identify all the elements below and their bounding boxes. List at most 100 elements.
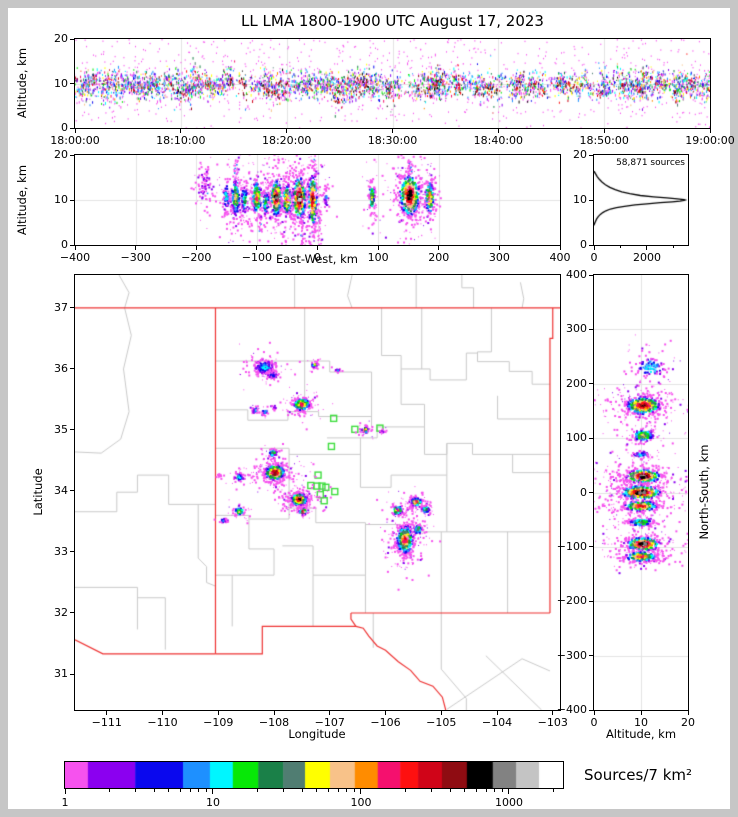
axis-tick: [440, 711, 442, 715]
tick-label: −103: [537, 716, 568, 729]
axis-tick: [70, 199, 74, 201]
tick-label: 400: [549, 251, 571, 264]
tick-label: 200: [428, 251, 450, 264]
axis-tick: [392, 129, 393, 133]
axis-tick: [70, 673, 74, 675]
axis-tick: [106, 711, 108, 715]
tick-label: 300: [566, 322, 587, 336]
tick-label: 20: [681, 716, 695, 729]
tick-label: 34: [54, 483, 68, 497]
axis-tick: [619, 246, 621, 248]
tick-label: 10: [205, 796, 220, 809]
axis-tick: [589, 709, 593, 711]
tick-label: 20: [54, 148, 68, 161]
axis-tick: [70, 307, 74, 309]
axis-tick: [70, 612, 74, 614]
axis-tick: [153, 789, 155, 792]
axis-tick: [553, 789, 555, 792]
axis-tick: [327, 789, 329, 792]
tick-label: −109: [203, 716, 234, 729]
axis-tick: [195, 246, 197, 250]
ns-panel-xlabel: Altitude, km: [605, 727, 677, 741]
tick-label: −200: [181, 251, 212, 264]
axis-tick: [70, 429, 74, 431]
tick-label: 0: [590, 716, 598, 729]
tick-label: 35: [54, 422, 68, 436]
tick-label: −106: [370, 716, 401, 729]
axis-tick: [589, 437, 593, 439]
axis-tick: [70, 490, 74, 492]
axis-tick: [497, 129, 499, 133]
tick-label: 31: [54, 667, 68, 680]
tick-label: −100: [241, 251, 272, 264]
tick-label: 1: [61, 796, 69, 809]
tick-label: −108: [258, 716, 290, 729]
axis-tick: [257, 789, 259, 792]
axis-tick: [508, 789, 510, 794]
tick-label: 33: [54, 544, 68, 558]
tick-label: 0: [590, 251, 598, 264]
axis-tick: [589, 383, 593, 385]
tick-label: 10: [573, 193, 587, 206]
axis-tick: [70, 127, 74, 129]
tick-label: 0: [314, 251, 321, 264]
tick-label: 2000: [632, 251, 661, 264]
axis-tick: [687, 711, 689, 715]
axis-tick: [475, 789, 477, 792]
tick-label: 20: [54, 32, 68, 45]
plan-view-map-canvas: [74, 274, 561, 711]
axis-tick: [135, 246, 137, 250]
axis-tick: [286, 129, 288, 133]
colorbar-label: Sources/7 km²: [584, 766, 693, 784]
axis-tick: [589, 600, 593, 602]
time-height-panel-canvas: [74, 38, 711, 129]
axis-tick: [589, 655, 593, 657]
axis-tick: [640, 711, 642, 715]
axis-tick: [70, 551, 74, 553]
axis-tick: [498, 246, 500, 250]
axis-tick: [179, 789, 181, 792]
axis-tick: [589, 154, 593, 156]
axis-tick: [198, 789, 200, 792]
tick-label: 100: [367, 251, 389, 264]
tick-label: −104: [481, 716, 513, 729]
axis-tick: [70, 154, 74, 156]
tick-label: 100: [350, 796, 372, 809]
tick-label: −300: [556, 648, 587, 662]
axis-tick: [70, 83, 74, 84]
axis-tick: [463, 789, 465, 792]
axis-tick: [109, 789, 111, 792]
tick-label: −105: [426, 716, 457, 729]
colorbar-canvas: [64, 761, 564, 789]
tick-label: −107: [314, 716, 345, 729]
tick-label: −100: [556, 539, 587, 553]
tick-label: 18:20:00: [261, 134, 312, 147]
tick-label: 200: [566, 376, 587, 390]
axis-tick: [589, 546, 593, 548]
axis-tick: [301, 789, 303, 792]
ew-panel-xlabel: East-West, km: [276, 252, 358, 266]
axis-tick: [494, 789, 496, 792]
tick-label: −300: [120, 251, 151, 264]
tick-label: 18:40:00: [473, 134, 524, 147]
axis-tick: [329, 711, 331, 715]
axis-tick: [135, 789, 137, 792]
axis-tick: [377, 246, 379, 250]
axis-tick: [646, 246, 648, 250]
tick-label: 32: [54, 605, 68, 619]
axis-tick: [672, 246, 674, 248]
axis-tick: [501, 789, 503, 792]
axis-tick: [283, 789, 285, 792]
axis-tick: [317, 246, 318, 250]
tick-label: 10: [54, 193, 68, 206]
tick-label: 0: [61, 121, 68, 134]
axis-tick: [70, 38, 74, 40]
axis-tick: [589, 244, 593, 246]
axis-tick: [70, 368, 74, 370]
tick-label: 19:00:00: [685, 134, 735, 147]
tick-label: 300: [488, 251, 510, 264]
tick-label: 20: [573, 148, 587, 161]
axis-tick: [593, 711, 595, 715]
axis-tick: [212, 789, 214, 794]
axis-tick: [205, 789, 207, 792]
